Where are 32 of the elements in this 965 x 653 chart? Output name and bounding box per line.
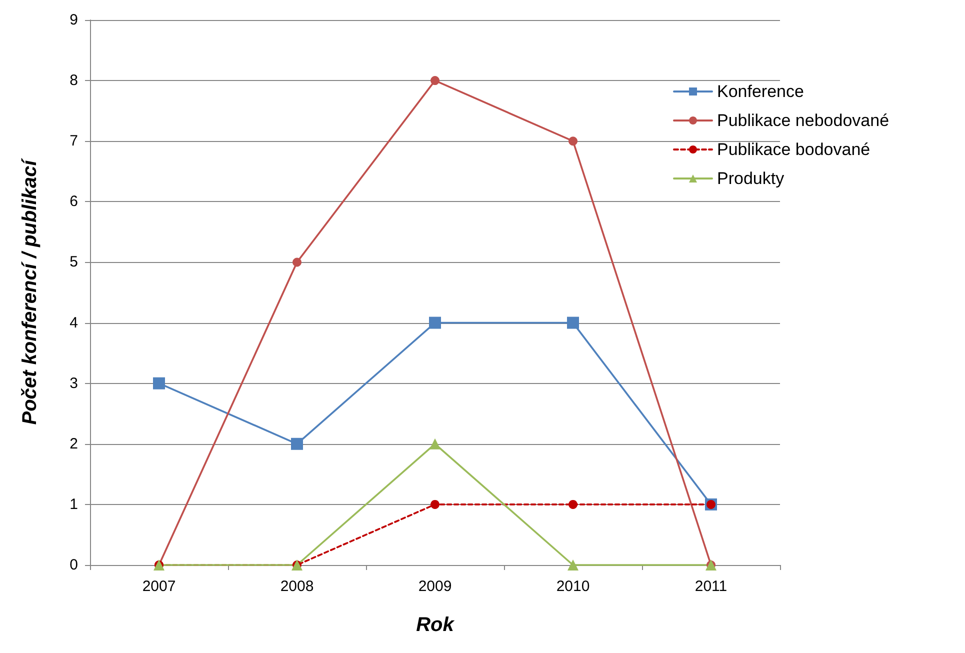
legend-label: Konference: [717, 82, 804, 101]
y-tick-label: 5: [70, 254, 78, 271]
y-tick-label: 2: [70, 435, 78, 452]
point: [291, 438, 303, 450]
point: [568, 560, 578, 570]
legend-label: Produkty: [717, 169, 785, 188]
point: [567, 316, 579, 329]
legend-label: Publikace nebodované: [717, 111, 890, 130]
y-tick-label: 0: [70, 556, 78, 574]
point: [568, 500, 578, 509]
y-tick-label: 7: [70, 132, 78, 150]
x-axis-title: Rok: [416, 614, 455, 636]
point: [430, 76, 440, 86]
x-tick-label: 2010: [556, 578, 590, 595]
x-tick-label: 2007: [142, 578, 176, 595]
y-tick-label: 8: [70, 72, 78, 90]
point: [292, 258, 302, 267]
point: [153, 377, 165, 390]
x-tick-label: 2008: [280, 578, 314, 595]
point: [430, 500, 440, 509]
y-tick-label: 9: [70, 12, 78, 28]
point: [568, 136, 578, 146]
point: [430, 438, 440, 450]
legend-label: Publikace bodované: [717, 140, 870, 159]
x-tick-label: 2009: [418, 578, 452, 595]
y-tick-label: 1: [70, 496, 78, 513]
point: [429, 316, 441, 329]
y-axis-title: Počet konferencí / publikací: [19, 158, 41, 425]
y-tick-label: 6: [70, 193, 78, 210]
x-tick-label: 2011: [694, 578, 728, 595]
y-tick-label: 4: [70, 314, 78, 332]
y-tick-label: 3: [70, 374, 78, 392]
